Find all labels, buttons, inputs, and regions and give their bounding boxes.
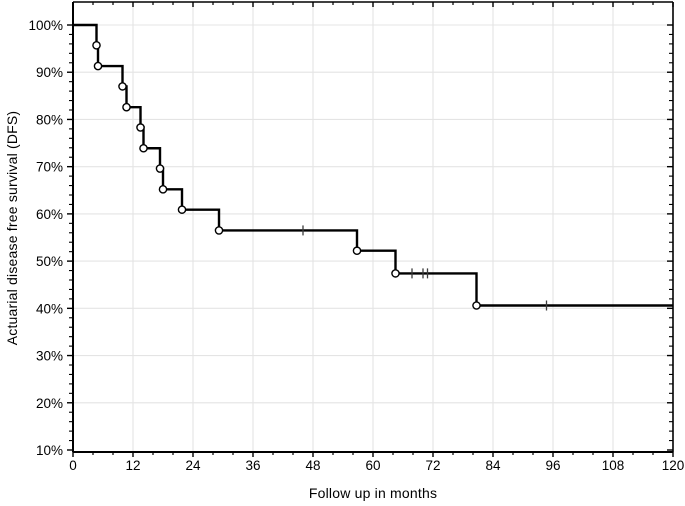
event-marker	[93, 61, 103, 71]
y-tick-label: 30%	[36, 349, 63, 364]
y-tick-label: 60%	[36, 207, 63, 222]
y-tick-label: 40%	[36, 301, 63, 316]
x-tick-label: 0	[69, 458, 77, 473]
x-axis-title: Follow up in months	[308, 485, 438, 501]
x-tick-label: 108	[602, 458, 625, 473]
x-tick-label: 120	[662, 458, 685, 473]
y-tick-label: 80%	[36, 112, 63, 127]
x-tick-label: 12	[125, 458, 140, 473]
y-tick-label: 10%	[36, 443, 63, 458]
event-marker	[391, 269, 400, 278]
event-marker	[177, 205, 187, 214]
x-tick-label: 72	[425, 458, 440, 473]
x-tick-label: 24	[185, 458, 201, 473]
event-marker	[155, 164, 165, 173]
event-marker	[122, 102, 131, 112]
event-marker	[158, 185, 168, 194]
km-step-curve	[73, 23, 673, 307]
event-marker	[139, 143, 148, 153]
y-tick-label: 90%	[36, 65, 63, 80]
y-tick-label: 100%	[28, 18, 63, 33]
event-marker	[352, 246, 362, 256]
x-tick-label: 96	[545, 458, 560, 473]
x-tick-label: 84	[485, 458, 501, 473]
x-tick-label: 60	[365, 458, 380, 473]
y-tick-label: 20%	[36, 396, 63, 411]
x-tick-label: 36	[245, 458, 260, 473]
y-tick-label: 70%	[36, 160, 63, 175]
event-marker	[118, 82, 127, 91]
y-tick-label: 50%	[36, 254, 63, 269]
event-marker	[214, 226, 224, 235]
event-marker	[92, 41, 101, 50]
y-axis-title: Actuarial disease free survival (DFS)	[4, 110, 20, 346]
event-marker	[472, 301, 481, 310]
x-tick-label: 48	[305, 458, 320, 473]
event-marker	[136, 123, 145, 132]
